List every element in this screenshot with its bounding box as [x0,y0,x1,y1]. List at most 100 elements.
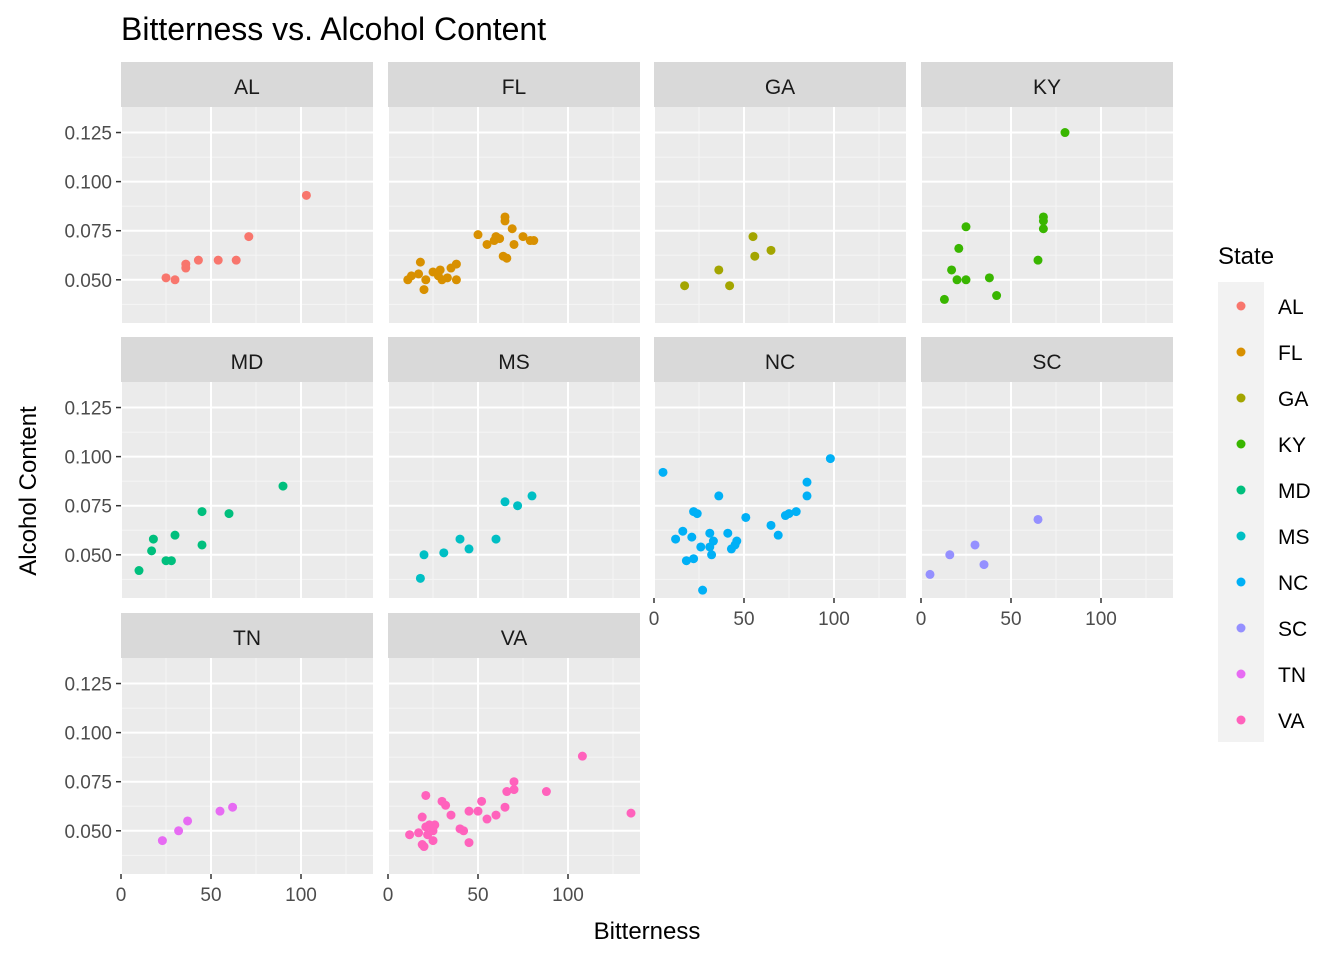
facet-panel-ga: GA [653,62,906,323]
data-point [979,560,989,570]
panel-background [388,107,640,323]
data-points-ms [415,491,537,583]
data-point [1060,128,1070,138]
data-point [442,273,452,283]
legend-item-ms: MS [1236,526,1310,549]
legend-item-md: MD [1236,480,1311,503]
data-points-nc [658,454,835,595]
x-tick-label: 100 [1085,609,1117,630]
y-tick-label: 0.100 [64,724,112,745]
legend-key [1236,301,1246,311]
legend-item-ga: GA [1236,388,1308,411]
data-point [529,236,539,246]
facet-strip [388,337,640,382]
legend-label: KY [1278,434,1306,457]
legend-key [1236,577,1246,587]
data-point [451,275,461,285]
data-point [166,556,176,566]
data-point [500,802,510,812]
y-tick-label: 0.050 [64,271,112,292]
panel-background [388,382,640,598]
data-point [802,491,812,501]
legend-title: State [1218,243,1274,270]
data-point [482,814,492,824]
data-point [947,265,957,275]
y-tick-label: 0.075 [64,222,112,243]
legend-key [1236,531,1246,541]
data-point [658,467,668,477]
data-point [1038,224,1048,234]
data-point [825,454,835,464]
data-point [170,530,180,540]
data-point [689,554,699,564]
data-point [446,810,456,820]
data-point [766,520,776,530]
data-point [705,528,715,538]
facet-strip-label: MD [231,351,264,374]
data-point [421,275,431,285]
data-point [626,808,636,818]
data-points-al [161,190,311,285]
facet-strip [121,62,373,107]
facet-panel-tn: TN 0.050 0.075 0.100 0.125 0 50 100 [64,613,373,906]
data-point [495,234,505,244]
data-point [435,265,445,275]
panel-background [921,382,1173,598]
data-point [725,281,735,291]
legend-item-ky: KY [1236,434,1306,457]
y-axis-title: Alcohol Content [15,406,42,576]
facet-panel-al: AL 0.050 0.075 0.100 0.125 [64,62,373,323]
legend-label: SC [1278,618,1307,641]
panel-background [388,658,640,874]
facet-strip-label: VA [501,627,527,650]
data-point [473,806,483,816]
data-point [1033,514,1043,524]
legend-key [1236,715,1246,725]
data-point [197,540,207,550]
data-points-md [134,481,288,576]
data-point [417,812,427,822]
legend-label: NC [1278,572,1308,595]
facet-strip-label: NC [765,351,795,374]
data-point [527,491,537,501]
legend-key-background [1218,282,1264,742]
facet-strip-label: KY [1033,76,1061,99]
legend-key [1236,347,1246,357]
data-point [181,259,191,269]
data-point [491,534,501,544]
data-point [193,255,203,265]
data-point [750,251,760,261]
data-point [491,810,501,820]
data-point [925,569,935,579]
data-point [802,477,812,487]
data-point [228,802,238,812]
facet-panel-sc: SC 0 50 100 [916,337,1173,630]
legend-label: VA [1278,710,1304,733]
panel-background [121,382,373,598]
facet-panel-md: MD 0.050 0.075 0.100 0.125 [64,337,373,598]
facet-strip-label: SC [1032,351,1061,374]
data-point [278,481,288,491]
facet-strip-label: MS [498,351,530,374]
data-point [714,491,724,501]
data-point [541,787,551,797]
x-tick-label: 50 [1000,609,1021,630]
facet-strip [654,337,906,382]
facet-strip [388,62,640,107]
data-point [678,526,688,536]
data-point [791,507,801,517]
data-point [1038,216,1048,226]
facet-strip-label: GA [765,76,795,99]
facet-strip [921,337,1173,382]
data-point [439,548,449,558]
panel-background [654,382,906,598]
data-point [509,785,519,795]
data-point [244,232,254,242]
data-point [406,271,416,281]
chart-title: Bitterness vs. Alcohol Content [121,11,546,47]
y-tick-label: 0.075 [64,497,112,518]
y-tick-label: 0.050 [64,822,112,843]
data-point [464,544,474,554]
y-tick-label: 0.100 [64,173,112,194]
